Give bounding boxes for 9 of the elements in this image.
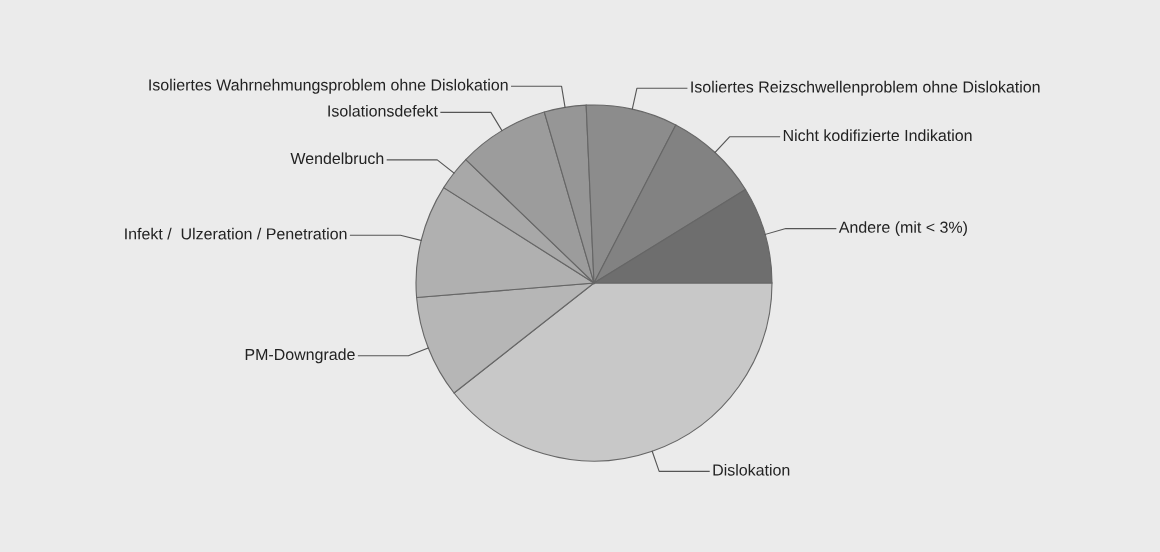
slice-label: Dislokation — [713, 463, 790, 476]
slice-label: Infekt / Ulzeration / Penetration — [125, 227, 347, 240]
slice-label: PM-Downgrade — [245, 348, 355, 364]
slice-label: Isoliertes Reizschwellenproblem ohne Dislokation — [691, 80, 1040, 96]
slice-label: Isolationsdefekt — [328, 104, 438, 117]
slice-label: Andere (mit < 3%) — [838, 221, 967, 237]
slice-label: Wendelbruch — [290, 152, 384, 165]
slice-label: Nicht kodifizierte Indikation — [783, 129, 972, 142]
slice-label: Isoliertes Wahrnehmungsproblem ohne Dislokation — [149, 78, 508, 94]
